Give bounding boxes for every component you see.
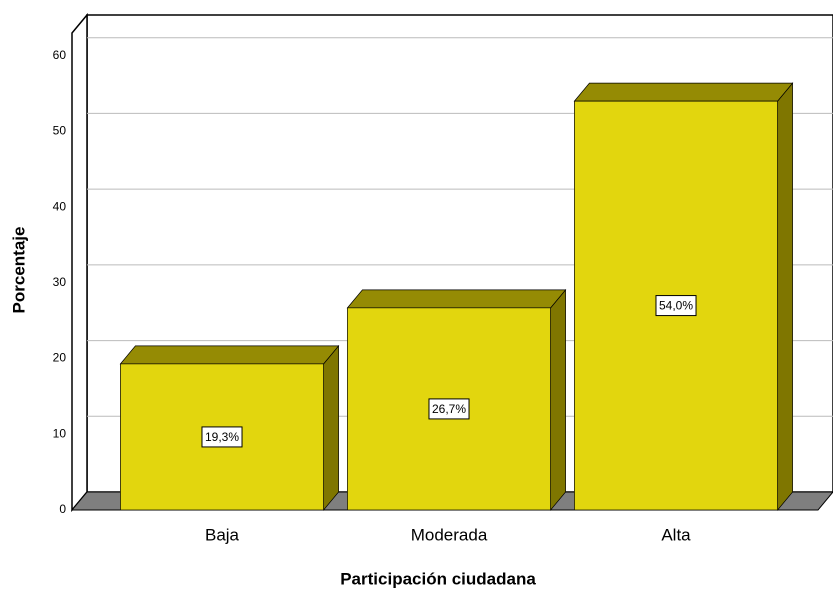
x-tick-label: Alta [661, 525, 691, 544]
bar-side [323, 344, 339, 511]
x-axis-title: Participación ciudadana [340, 569, 536, 588]
bar-top [573, 82, 794, 102]
y-tick-label: 60 [53, 48, 67, 62]
x-tick-label: Baja [205, 525, 240, 544]
y-tick-label: 0 [59, 502, 66, 516]
value-label: 19,3% [201, 426, 243, 448]
y-tick-label: 30 [53, 275, 67, 289]
x-tick-label: Moderada [411, 525, 488, 544]
bar-top [119, 345, 340, 365]
y-axis-title: Porcentaje [9, 227, 28, 314]
y-tick-label: 40 [53, 199, 67, 213]
value-label-text: 26,7% [432, 402, 466, 416]
value-label-box [655, 295, 697, 317]
value-label-box [201, 426, 243, 448]
left-wall [71, 12, 88, 513]
value-label: 26,7% [428, 398, 470, 420]
bar-side [777, 82, 793, 511]
y-tick-label: 10 [53, 426, 67, 440]
bar-side [550, 288, 566, 511]
value-label: 54,0% [655, 295, 697, 317]
y-tick-label: 50 [53, 124, 67, 138]
value-label-text: 54,0% [659, 299, 693, 313]
y-tick-label: 20 [53, 351, 67, 365]
value-label-text: 19,3% [205, 430, 239, 444]
bar-top [346, 289, 567, 309]
value-label-box [428, 398, 470, 420]
